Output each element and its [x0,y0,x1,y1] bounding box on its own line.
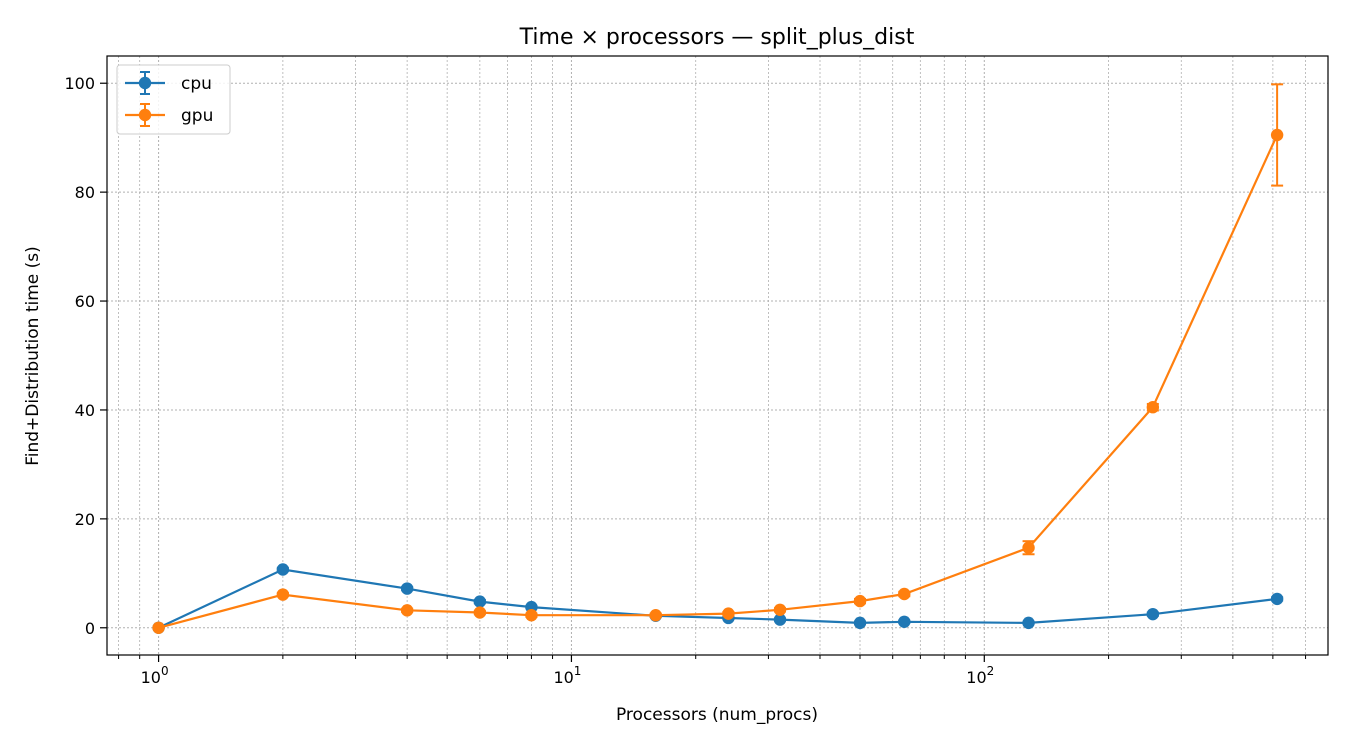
data-point [473,606,487,619]
data-point [1270,592,1284,606]
legend-marker [138,76,152,90]
data-point [473,595,487,608]
legend-marker [138,108,152,122]
data-point [276,563,290,576]
x-tick-label: 101 [553,664,581,687]
legend: cpu gpu [116,64,231,135]
x-tick-label: 102 [966,664,994,687]
data-point [649,609,662,622]
series-layer [152,83,1284,634]
y-tick-label: 40 [75,401,95,420]
data-point [853,616,867,630]
data-point [1022,541,1035,554]
chart-title: Time × processors — split_plus_dist [519,25,915,50]
data-point [722,607,735,620]
legend-label: gpu [181,106,213,126]
legend-entry-cpu: cpu [125,71,212,95]
data-point [773,603,787,617]
data-point [400,604,414,617]
data-point [898,587,911,601]
data-point [1146,607,1160,621]
legend-label: cpu [181,74,212,94]
axis-ticks: 100 101 102 0 20 40 60 80 100 [64,74,1307,687]
y-tick-label: 100 [64,74,95,93]
y-tick-label: 60 [75,292,95,311]
series-gpu [152,83,1284,634]
y-tick-label: 20 [75,510,95,529]
data-point [276,588,290,601]
y-tick-label: 0 [85,619,95,638]
data-point [400,582,414,595]
data-point [1146,401,1160,414]
grid [107,56,1328,655]
x-axis-label: Processors (num_procs) [616,705,818,725]
plot-frame [106,55,1329,656]
legend-entry-gpu: gpu [125,103,213,127]
data-point [853,594,867,608]
data-point [525,609,538,622]
data-point [898,615,911,628]
data-point [1022,616,1035,630]
data-point [1270,128,1284,142]
y-tick-label: 80 [75,183,95,202]
data-point [773,613,787,626]
y-axis-label: Find+Distribution time (s) [23,246,43,466]
data-point [152,621,165,634]
x-tick-label: 100 [141,664,169,687]
